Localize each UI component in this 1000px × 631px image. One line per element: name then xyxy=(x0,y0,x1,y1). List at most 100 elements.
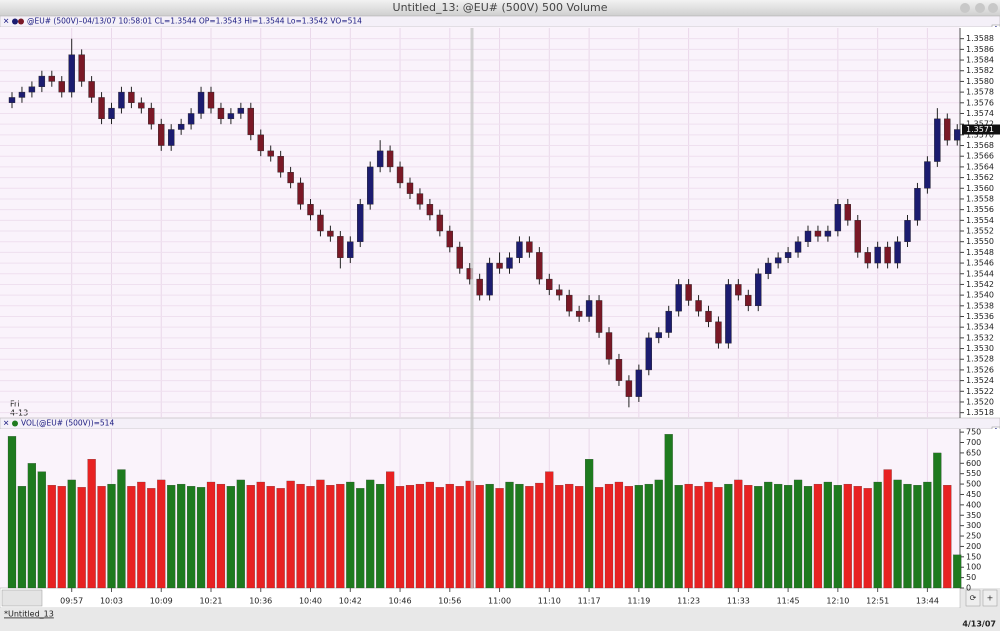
candle-body xyxy=(476,278,483,296)
candle-body xyxy=(386,150,394,168)
volume-bar xyxy=(147,488,156,589)
candle-body xyxy=(436,214,444,232)
scroll-box[interactable] xyxy=(1,589,43,607)
y-tick-label: 1.3532 xyxy=(966,333,994,342)
volume-bar xyxy=(744,485,753,589)
y-tick-label: 0 xyxy=(966,584,971,593)
candle-body xyxy=(18,91,26,98)
volume-bar xyxy=(584,459,594,589)
volume-bar xyxy=(425,481,434,589)
volume-bar xyxy=(883,469,892,589)
candle-body xyxy=(605,332,613,360)
y-tick-label: 150 xyxy=(966,552,981,561)
volume-bar xyxy=(216,483,226,589)
volume-bar xyxy=(77,487,86,589)
candle-body xyxy=(824,230,832,237)
volume-bar xyxy=(873,481,882,589)
volume-bar xyxy=(893,479,902,589)
volume-bar xyxy=(107,483,116,589)
candle-body xyxy=(327,230,334,237)
y-tick-label: 1.3566 xyxy=(966,152,994,161)
y-tick-label: 650 xyxy=(966,448,981,457)
candle-body xyxy=(227,113,235,120)
date-label: 4/13/07 xyxy=(962,620,996,629)
symbol-icon xyxy=(12,420,18,427)
volume-bar xyxy=(624,486,634,589)
candle-body xyxy=(38,75,46,87)
window-button[interactable] xyxy=(975,3,985,13)
y-tick-label: 600 xyxy=(966,459,981,468)
candle-body xyxy=(207,91,215,109)
refresh-icon[interactable]: ⟳ xyxy=(970,594,977,603)
y-tick-label: 1.3552 xyxy=(966,227,994,236)
window-button[interactable] xyxy=(960,3,970,13)
y-tick-label: 200 xyxy=(966,542,981,551)
candle-body xyxy=(118,91,125,109)
close-icon[interactable]: ✕ xyxy=(3,17,9,26)
x-tick-label: 11:17 xyxy=(578,597,601,606)
candle-body xyxy=(556,289,563,296)
candle-body xyxy=(128,91,135,103)
candle-body xyxy=(784,252,792,258)
volume-bar xyxy=(206,481,216,589)
candle-body xyxy=(575,310,583,317)
candle-body xyxy=(675,284,682,312)
volume-bar xyxy=(485,483,494,589)
volume-bar xyxy=(336,483,345,589)
time-axis xyxy=(0,587,961,609)
volume-axis xyxy=(960,429,1000,588)
y-tick-label: 1.3550 xyxy=(966,237,994,246)
close-icon[interactable]: ✕ xyxy=(3,419,9,428)
add-button[interactable] xyxy=(982,589,998,607)
add-button-label[interactable]: + xyxy=(987,594,994,603)
window-button[interactable] xyxy=(988,3,998,13)
candle-body xyxy=(804,230,812,242)
candle-body xyxy=(287,172,294,184)
volume-bar xyxy=(505,481,514,589)
volume-bar xyxy=(366,479,375,589)
candle-body xyxy=(655,332,662,339)
y-tick-label: 1.3524 xyxy=(966,376,994,385)
x-tick-label: 10:56 xyxy=(438,597,461,606)
volume-bar xyxy=(754,486,763,589)
y-tick-label: 1.3530 xyxy=(966,344,994,353)
candle-body xyxy=(307,204,314,216)
volume-bar xyxy=(803,486,813,589)
candle-body xyxy=(526,241,533,253)
candle-body xyxy=(735,284,742,296)
y-tick-label: 1.3554 xyxy=(966,216,994,225)
refresh-button[interactable] xyxy=(965,589,981,607)
volume-bar xyxy=(177,483,186,589)
volume-bar xyxy=(57,486,66,589)
candle-body xyxy=(446,230,453,248)
candle-body xyxy=(456,246,463,269)
candle-body xyxy=(715,321,722,344)
x-tick-label: 11:19 xyxy=(627,597,650,606)
candle-body xyxy=(755,273,762,307)
y-tick-label: 1.3570 xyxy=(966,130,994,139)
candle-body xyxy=(148,107,155,125)
candle-body xyxy=(496,262,503,269)
volume-bar xyxy=(475,485,484,589)
volume-bar xyxy=(614,481,624,589)
candle-body xyxy=(944,118,951,141)
candle-body xyxy=(317,214,324,232)
tab[interactable]: *Untitled_13 xyxy=(4,610,54,619)
volume-bar xyxy=(276,488,285,589)
candle-body xyxy=(745,294,752,307)
candle-body xyxy=(794,241,802,253)
volume-bar xyxy=(724,483,733,589)
volume-bar xyxy=(395,486,405,589)
y-tick-label: 500 xyxy=(966,480,981,489)
volume-bar xyxy=(97,486,106,589)
candle-body xyxy=(158,123,165,146)
x-tick-label: 12:10 xyxy=(826,597,849,606)
candle-body xyxy=(277,156,284,173)
volume-bar xyxy=(157,479,166,589)
y-tick-label: 1.3528 xyxy=(966,355,994,364)
candle-body xyxy=(874,246,881,264)
y-tick-label: 1.3562 xyxy=(966,173,994,182)
candle-body xyxy=(685,284,692,301)
candle-body xyxy=(904,220,911,242)
candle-body xyxy=(516,241,523,258)
